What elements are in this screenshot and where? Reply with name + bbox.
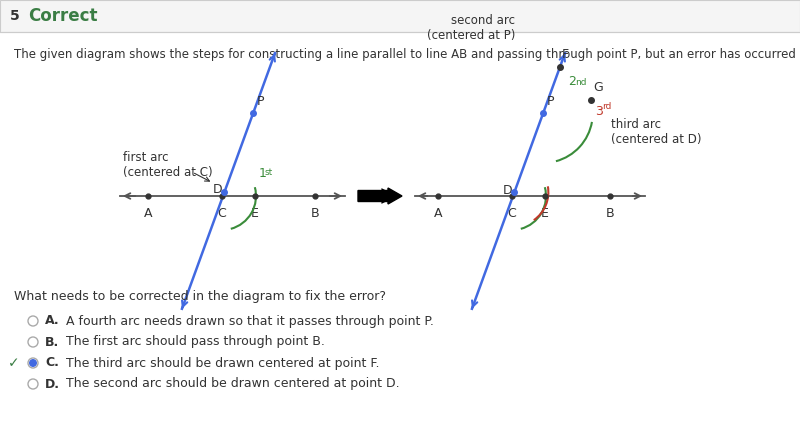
Text: 1: 1 bbox=[259, 167, 267, 180]
Text: E: E bbox=[251, 207, 259, 220]
Text: A fourth arc needs drawn so that it passes through point P.: A fourth arc needs drawn so that it pass… bbox=[66, 314, 434, 327]
Text: B: B bbox=[606, 207, 614, 220]
Text: A.: A. bbox=[45, 314, 60, 327]
Text: P: P bbox=[547, 95, 554, 108]
Text: 5: 5 bbox=[10, 9, 20, 23]
Text: nd: nd bbox=[575, 78, 586, 87]
Text: D: D bbox=[212, 183, 222, 196]
Text: second arc
(centered at P): second arc (centered at P) bbox=[426, 14, 515, 42]
Text: The second arc should be drawn centered at point D.: The second arc should be drawn centered … bbox=[66, 378, 400, 390]
FancyBboxPatch shape bbox=[0, 0, 800, 32]
Text: 2: 2 bbox=[568, 75, 576, 88]
Text: ✓: ✓ bbox=[8, 356, 20, 370]
Text: A: A bbox=[434, 207, 442, 220]
Text: A: A bbox=[144, 207, 152, 220]
Text: P: P bbox=[257, 95, 265, 108]
Text: st: st bbox=[265, 168, 274, 177]
Text: The first arc should pass through point B.: The first arc should pass through point … bbox=[66, 335, 325, 348]
FancyArrow shape bbox=[358, 188, 402, 204]
Text: B.: B. bbox=[45, 335, 59, 348]
Text: 3: 3 bbox=[595, 106, 603, 118]
Text: E: E bbox=[541, 207, 549, 220]
Text: C: C bbox=[508, 207, 516, 220]
Text: Correct: Correct bbox=[28, 7, 98, 25]
Text: What needs to be corrected in the diagram to fix the error?: What needs to be corrected in the diagra… bbox=[14, 290, 386, 303]
Text: C.: C. bbox=[45, 356, 59, 369]
Text: C: C bbox=[218, 207, 226, 220]
Circle shape bbox=[29, 359, 37, 367]
Text: The given diagram shows the steps for constructing a line parallel to line AB an: The given diagram shows the steps for co… bbox=[14, 48, 800, 61]
Text: B: B bbox=[310, 207, 319, 220]
Text: D: D bbox=[502, 184, 512, 197]
Text: third arc
(centered at D): third arc (centered at D) bbox=[611, 118, 702, 146]
Text: D.: D. bbox=[45, 378, 60, 390]
Text: F: F bbox=[562, 48, 569, 60]
Text: rd: rd bbox=[602, 103, 611, 112]
Text: The third arc should be drawn centered at point F.: The third arc should be drawn centered a… bbox=[66, 356, 379, 369]
Text: G: G bbox=[593, 82, 602, 94]
Text: first arc
(centered at C): first arc (centered at C) bbox=[123, 151, 213, 179]
